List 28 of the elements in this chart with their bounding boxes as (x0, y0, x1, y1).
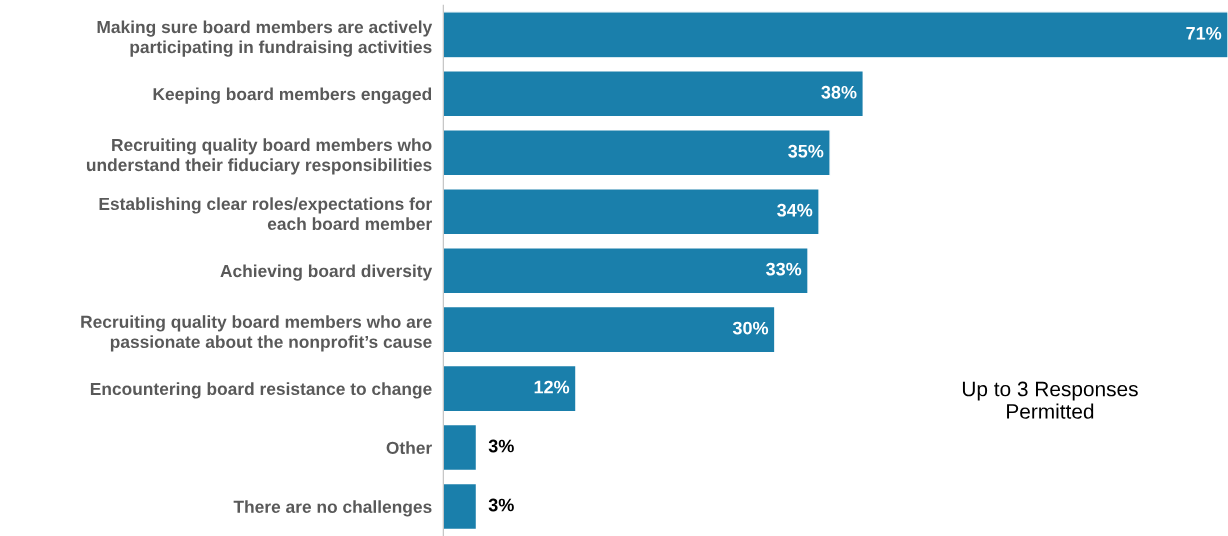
bar (443, 423, 478, 472)
data-label: 3% (488, 498, 514, 512)
bar (443, 70, 864, 118)
y-tick-label: Keeping board members engaged (153, 87, 432, 104)
data-label: 30% (732, 321, 769, 335)
y-tick-label: Encountering board resistance to change (90, 382, 432, 399)
data-label: 38% (821, 85, 857, 99)
y-tick-label: Other (386, 441, 432, 455)
data-label: 3% (488, 439, 514, 453)
y-tick-label: Making sure board members are actively participating in fundraising activities (97, 20, 433, 57)
bar (443, 246, 809, 295)
data-label: 71% (1186, 26, 1222, 40)
bar (443, 364, 577, 413)
data-label: 35% (788, 144, 824, 158)
bar (443, 305, 776, 354)
bar (443, 188, 820, 236)
bar (443, 129, 831, 177)
y-tick-label: Recruiting quality board members who are passionate about the nonprofit’s cause (81, 315, 432, 352)
data-label: 12% (534, 380, 570, 394)
data-label: 33% (766, 262, 802, 276)
y-tick-label: Recruiting quality board members who understand their fiduciary responsibilities (86, 138, 432, 175)
bar (443, 482, 478, 531)
y-tick-label: There are no challenges (233, 500, 432, 517)
data-label: 34% (777, 203, 813, 217)
y-tick-label: Achieving board diversity (220, 264, 433, 281)
bar (443, 11, 1228, 59)
y-tick-label: Establishing clear roles/expectations for each board member (99, 197, 432, 231)
annotation: Up to 3 Responses Permitted (962, 381, 1138, 419)
